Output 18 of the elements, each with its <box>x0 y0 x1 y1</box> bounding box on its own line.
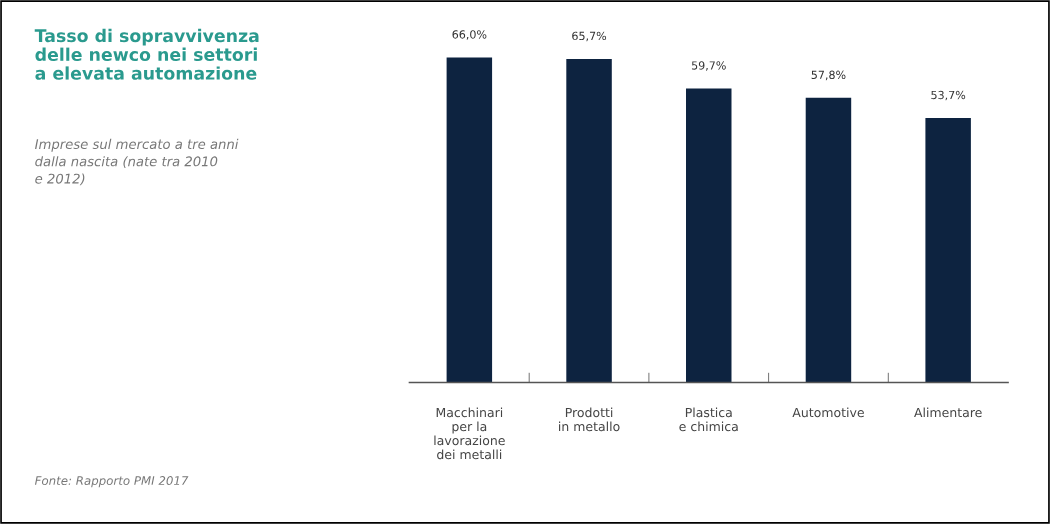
x-tick-label: Prodotti in metallo <box>559 407 620 432</box>
x-tick-label: Plastica e chimica <box>679 407 738 432</box>
bar <box>686 88 732 383</box>
text: Tasso di sopravvivenza delle newco nei settori a elevata automazione <box>34 28 259 80</box>
text: Imprese sul mercato a tre anni dalla nascita (nate tra 2010 e 2012) <box>35 138 239 186</box>
x-tick-label: Alimentare <box>914 407 982 418</box>
data-label: 53,7% <box>931 90 966 101</box>
data-label: 65,7% <box>572 31 607 42</box>
bar <box>566 58 612 383</box>
bar <box>805 97 852 383</box>
data-label: 66,0% <box>452 30 487 40</box>
bar <box>925 118 971 383</box>
data-label: 57,8% <box>811 70 846 81</box>
x-tick-label: Macchinari per la lavorazione dei metalli <box>434 407 505 460</box>
x-tick-label: Automotive <box>792 407 864 418</box>
bar <box>446 57 493 383</box>
data-label: 59,7% <box>691 61 726 71</box>
source-note: Fonte: Rapporto PMI 2017 <box>34 476 189 488</box>
